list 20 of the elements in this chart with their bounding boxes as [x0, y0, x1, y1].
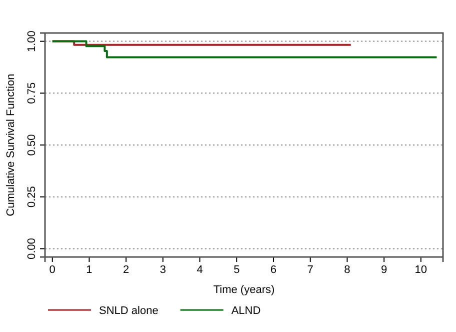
x-tick-label: 9	[380, 264, 388, 276]
x-tick-label: 6	[270, 264, 277, 276]
y-tick-label: 1.00	[26, 30, 38, 52]
x-tick-label: 4	[196, 264, 203, 276]
y-tick-label: 0.00	[26, 238, 38, 260]
legend-label: ALND	[231, 305, 261, 317]
x-tick-label: 5	[234, 264, 240, 276]
x-tick-label: 3	[160, 264, 166, 276]
y-tick-label: 0.25	[26, 186, 38, 208]
x-tick-label: 7	[307, 264, 314, 276]
legend-label: SNLD alone	[99, 305, 158, 317]
x-tick-label: 1	[86, 264, 92, 276]
x-tick-label: 8	[344, 264, 350, 276]
x-tick-label: 2	[123, 264, 130, 276]
y-tick-label: 0.50	[26, 134, 38, 156]
x-axis-title: Time (years)	[213, 284, 275, 296]
x-tick-label: 0	[49, 264, 56, 276]
y-tick-label: 0.75	[26, 82, 38, 104]
x-tick-label: 10	[414, 264, 428, 276]
y-axis-title: Cumulative Survival Function	[5, 74, 17, 216]
